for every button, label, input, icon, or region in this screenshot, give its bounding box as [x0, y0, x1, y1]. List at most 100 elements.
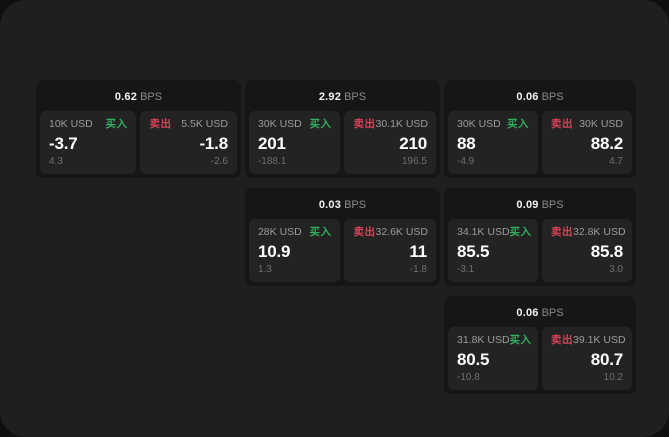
bps-card[interactable]: 0.06 BPS 30K USD 买入 88 -4.9 卖出	[444, 80, 636, 178]
buy-panel-header: 31.8K USD 买入	[457, 334, 532, 346]
buy-panel-header: 34.1K USD 买入	[457, 226, 532, 238]
card-panels: 10K USD 买入 -3.7 4.3 卖出 5.5K USD -1.8 -2.…	[40, 111, 237, 174]
buy-side-tag: 买入	[509, 226, 532, 238]
card-column-3: 0.06 BPS 30K USD 买入 88 -4.9 卖出	[444, 80, 636, 394]
buy-panel[interactable]: 28K USD 买入 10.9 1.3	[248, 219, 341, 282]
card-header: 2.92 BPS	[249, 85, 436, 111]
buy-sub-value: -188.1	[257, 156, 287, 167]
sell-panel[interactable]: 卖出 30K USD 88.2 4.7	[542, 111, 632, 174]
buy-size-label: 34.1K USD	[457, 226, 510, 238]
sell-sub-value: 10.2	[603, 372, 623, 383]
buy-main-value: 85.5	[457, 241, 490, 261]
sell-main-value: 85.8	[590, 241, 623, 261]
buy-size-label: 10K USD	[49, 118, 93, 130]
bps-unit-label: BPS	[541, 199, 564, 211]
buy-sub-value: -3.1	[457, 264, 475, 275]
card-header: 0.09 BPS	[448, 193, 632, 219]
sell-panel[interactable]: 卖出 39.1K USD 80.7 10.2	[542, 327, 632, 390]
buy-size-label: 31.8K USD	[457, 334, 510, 346]
buy-side-tag: 买入	[309, 226, 332, 238]
buy-panel[interactable]: 10K USD 买入 -3.7 4.3	[40, 111, 137, 174]
card-panels: 31.8K USD 买入 80.5 -10.8 卖出 39.1K USD 80.…	[448, 327, 632, 390]
buy-side-tag: 买入	[105, 118, 128, 130]
sell-side-tag: 卖出	[551, 334, 573, 346]
bps-card[interactable]: 0.06 BPS 31.8K USD 买入 80.5 -10.8 卖出	[444, 296, 636, 394]
buy-main-value: 88	[457, 133, 476, 153]
bps-unit-label: BPS	[140, 91, 163, 103]
bps-unit-label: BPS	[344, 199, 367, 211]
sell-size-label: 39.1K USD	[573, 334, 626, 346]
sell-panel-header: 卖出 39.1K USD	[551, 334, 626, 346]
buy-panel-header: 28K USD 买入	[258, 227, 332, 238]
bps-unit-label: BPS	[541, 91, 564, 103]
sell-panel-header: 卖出 32.8K USD	[551, 226, 626, 238]
sell-panel-header: 卖出 30.1K USD	[353, 118, 428, 130]
bps-value: 0.06	[516, 91, 539, 103]
sell-size-label: 30K USD	[579, 118, 623, 130]
sell-side-tag: 卖出	[353, 226, 376, 238]
bps-value: 2.92	[318, 91, 342, 103]
bps-card[interactable]: 0.09 BPS 34.1K USD 买入 85.5 -3.1 卖出	[444, 188, 636, 286]
buy-side-tag: 买入	[309, 118, 332, 130]
sell-sub-value: 4.7	[609, 156, 623, 167]
sell-main-value: -1.8	[199, 133, 228, 153]
sell-side-tag: 卖出	[353, 118, 376, 130]
sell-side-tag: 卖出	[149, 118, 172, 130]
buy-sub-value: -10.8	[457, 372, 480, 383]
sell-main-value: 88.2	[590, 133, 623, 153]
buy-main-value: 201	[257, 133, 286, 153]
bps-card[interactable]: 0.62 BPS 10K USD 买入 -3.7 4.3 卖出	[36, 80, 241, 178]
sell-panel[interactable]: 卖出 30.1K USD 210 196.5	[344, 111, 436, 174]
buy-size-label: 30K USD	[257, 118, 302, 130]
buy-side-tag: 买入	[509, 334, 532, 346]
sell-sub-value: -2.6	[210, 156, 228, 167]
card-header: 0.06 BPS	[448, 85, 632, 111]
buy-panel[interactable]: 30K USD 买入 88 -4.9	[448, 111, 538, 174]
buy-main-value: 10.9	[257, 241, 291, 261]
card-column-1: 0.62 BPS 10K USD 买入 -3.7 4.3 卖出	[36, 80, 241, 178]
bps-value: 0.62	[114, 91, 138, 103]
buy-size-label: 28K USD	[257, 226, 302, 238]
sell-panel[interactable]: 卖出 32.6K USD 11 -1.8	[344, 219, 436, 282]
sell-size-label: 32.8K USD	[573, 226, 626, 238]
bps-value: 0.03	[318, 199, 342, 211]
buy-panel[interactable]: 30K USD 买入 201 -188.1	[248, 111, 341, 174]
bps-unit-label: BPS	[344, 91, 367, 103]
sell-side-tag: 卖出	[551, 226, 573, 238]
card-panels: 34.1K USD 买入 85.5 -3.1 卖出 32.8K USD 85.8…	[448, 219, 632, 282]
sell-main-value: 11	[409, 241, 427, 261]
card-panels: 28K USD 买入 10.9 1.3 卖出 32.6K USD 11 -1.8	[248, 219, 436, 282]
buy-main-value: 80.5	[457, 349, 490, 369]
bps-card[interactable]: 0.03 BPS 28K USD 买入 10.9 1.3 卖出	[244, 188, 440, 286]
bps-value: 0.09	[516, 199, 539, 211]
sell-panel-header: 卖出 5.5K USD	[149, 119, 227, 130]
card-header: 0.62 BPS	[40, 85, 237, 111]
sell-main-value: 80.7	[590, 349, 623, 369]
card-header: 0.06 BPS	[448, 301, 632, 327]
buy-main-value: -3.7	[49, 133, 78, 153]
sell-panel-header: 卖出 32.6K USD	[353, 226, 429, 238]
sell-panel[interactable]: 卖出 5.5K USD -1.8 -2.6	[140, 111, 237, 174]
buy-panel[interactable]: 34.1K USD 买入 85.5 -3.1	[448, 219, 538, 282]
bps-value: 0.06	[516, 307, 539, 319]
buy-panel-header: 30K USD 买入	[258, 119, 332, 130]
sell-panel[interactable]: 卖出 32.8K USD 85.8 3.0	[542, 219, 632, 282]
sell-size-label: 5.5K USD	[181, 118, 228, 130]
card-panels: 30K USD 买入 88 -4.9 卖出 30K USD 88.2 4.7	[448, 111, 632, 174]
bps-unit-label: BPS	[541, 307, 564, 319]
bps-card[interactable]: 2.92 BPS 30K USD 买入 201 -188.1 卖出	[244, 80, 440, 178]
sell-panel-header: 卖出 30K USD	[551, 119, 623, 130]
sell-sub-value: 196.5	[401, 156, 427, 167]
buy-sub-value: 1.3	[257, 264, 272, 275]
buy-sub-value: 4.3	[49, 156, 63, 167]
buy-size-label: 30K USD	[457, 118, 501, 130]
card-column-2: 2.92 BPS 30K USD 买入 201 -188.1 卖出	[244, 80, 440, 286]
buy-panel[interactable]: 31.8K USD 买入 80.5 -10.8	[448, 327, 538, 390]
sell-side-tag: 卖出	[551, 118, 573, 130]
card-header: 0.03 BPS	[249, 193, 436, 219]
sell-sub-value: -1.8	[409, 264, 427, 275]
sell-size-label: 32.6K USD	[375, 226, 429, 238]
buy-sub-value: -4.9	[457, 156, 475, 167]
buy-side-tag: 买入	[507, 118, 529, 130]
